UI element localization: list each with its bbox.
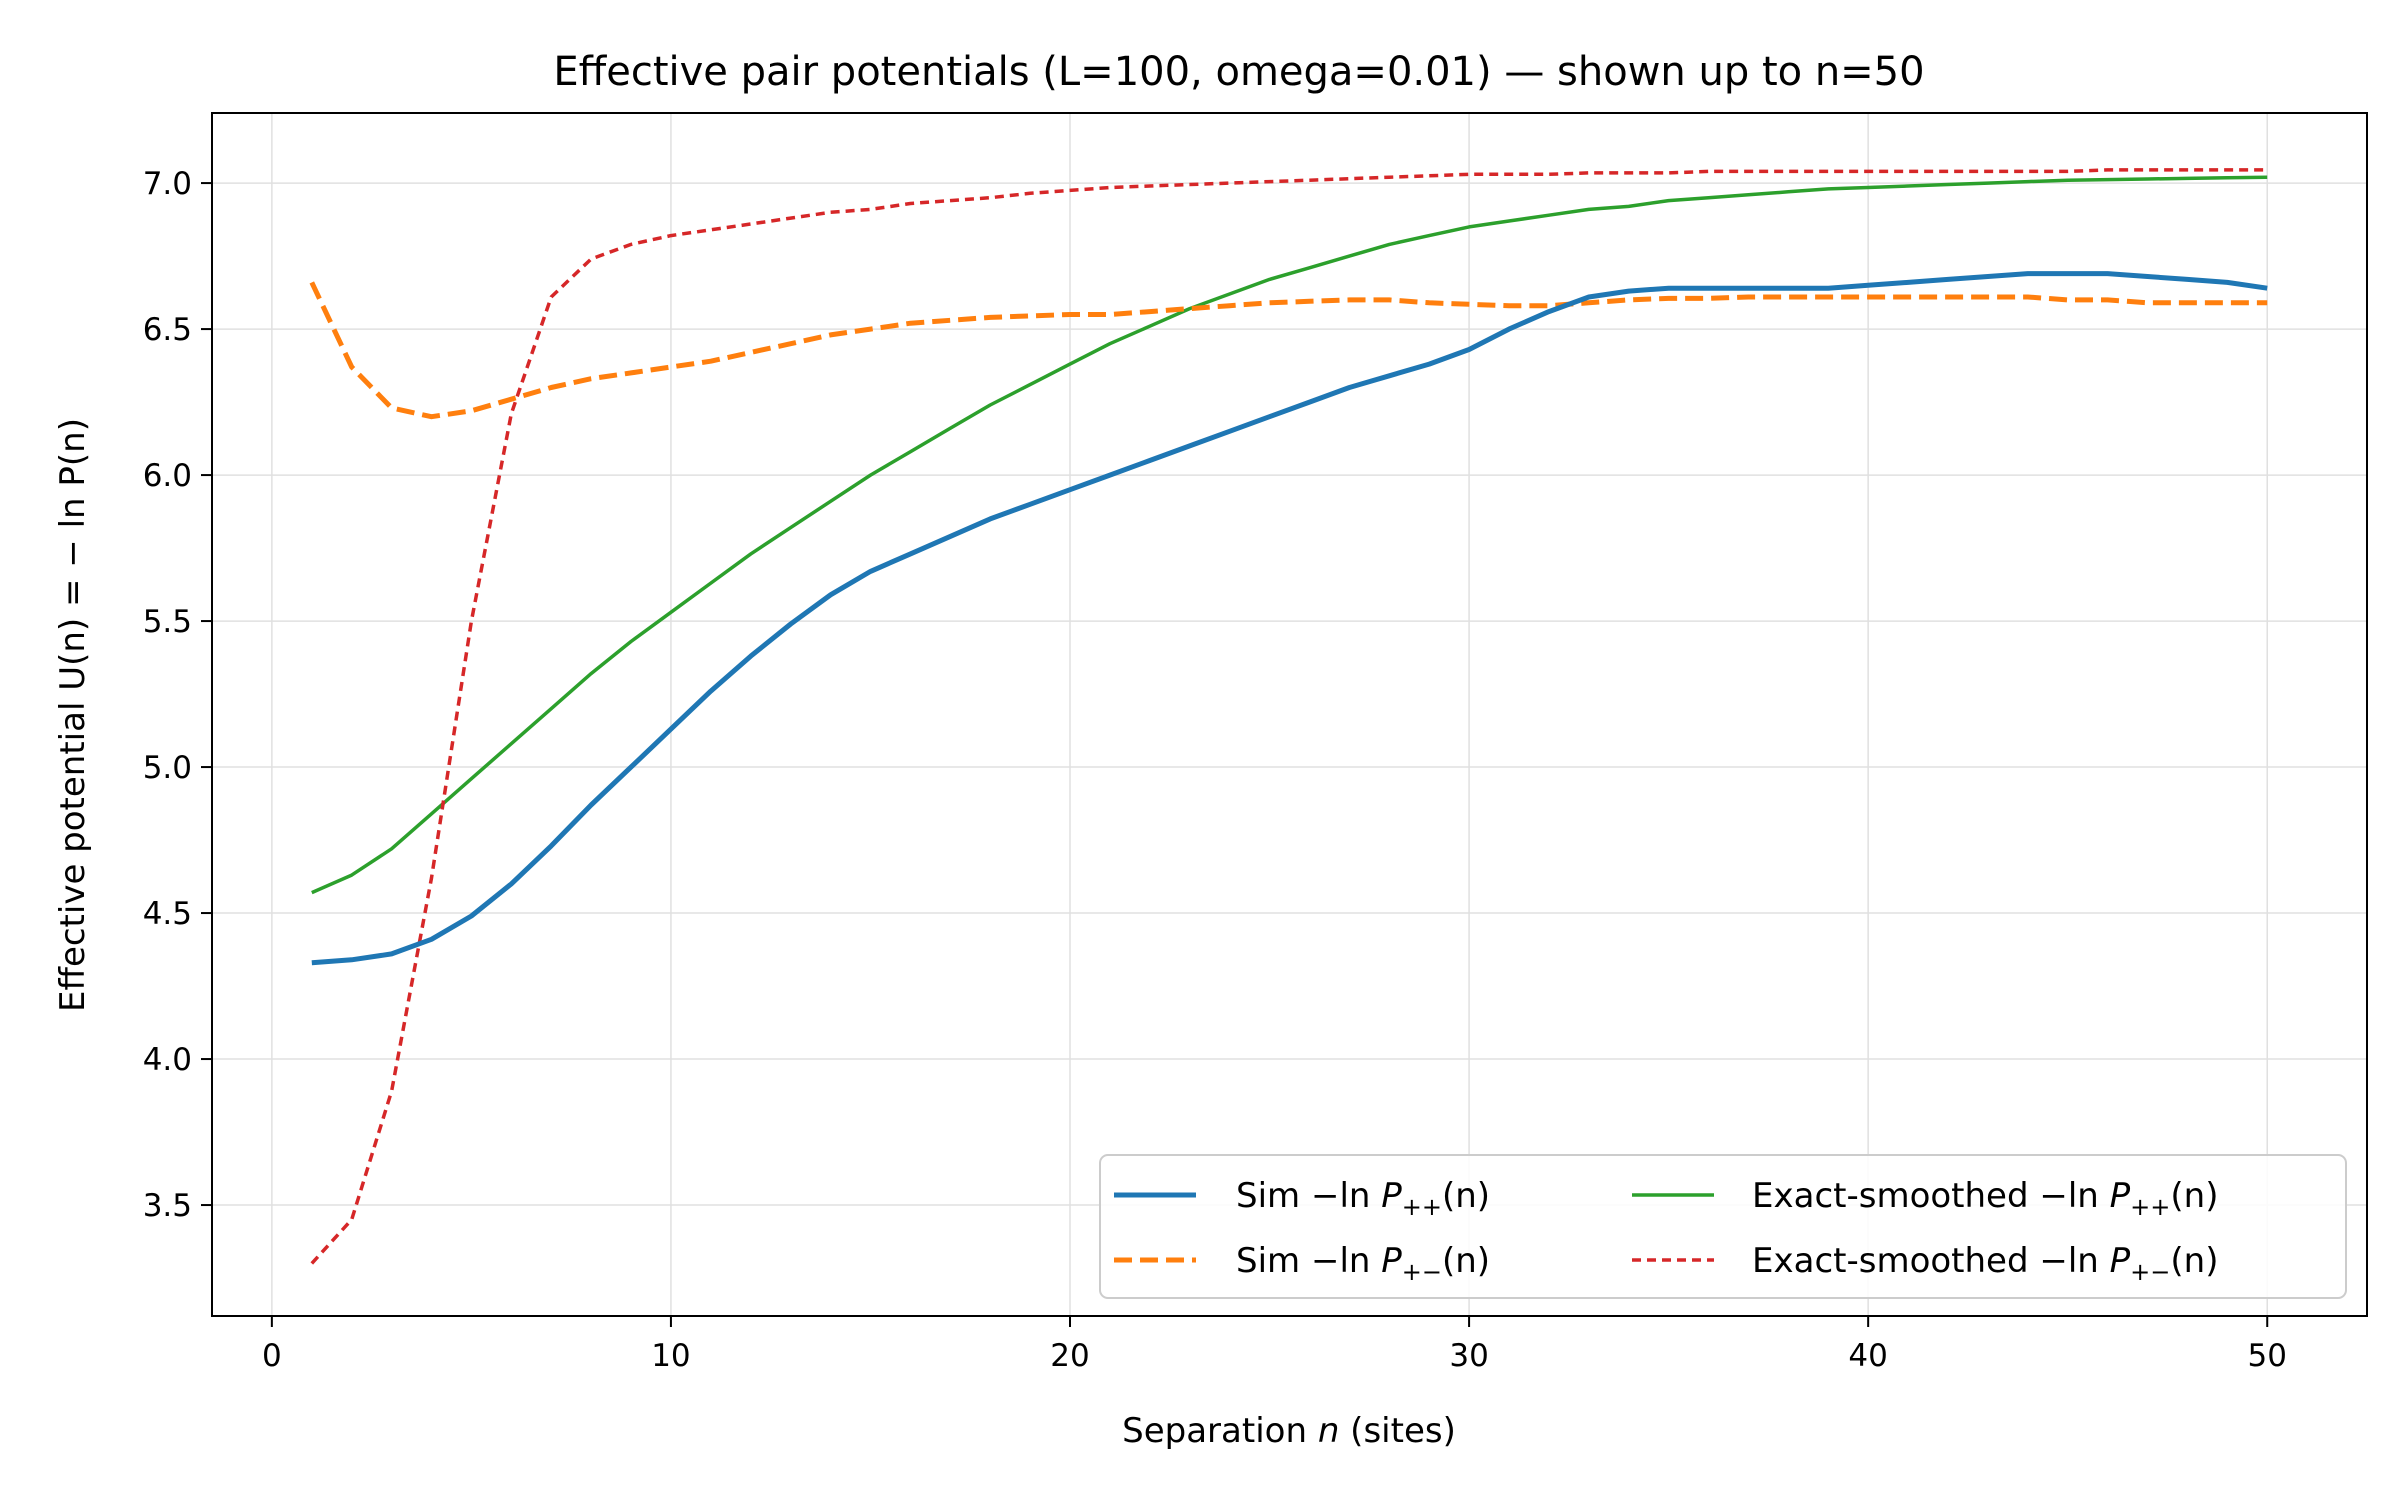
legend-label-var: P [2110, 1241, 2131, 1281]
legend-label-prefix: Exact-smoothed −ln [1752, 1241, 2110, 1281]
legend-label: Sim −ln P+−(n) [1236, 1241, 1490, 1286]
legend-entries: Sim −ln P++(n)Sim −ln P+−(n)Exact-smooth… [1114, 1176, 2218, 1286]
x-tick-label: 40 [1848, 1338, 1887, 1374]
axis-ticks: 0 10 20 30 40 50 3.5 4.0 4.5 5.0 5.5 6.0 6.5 7.0 [143, 166, 2287, 1374]
legend-label-sub: ++ [1402, 1193, 1442, 1221]
legend-label-sub: +− [2130, 1258, 2170, 1286]
x-tick-label: 50 [2248, 1338, 2287, 1374]
y-tick-label: 3.5 [143, 1188, 192, 1224]
x-axis-label-prefix: Separation [1122, 1411, 1318, 1451]
x-tick-label: 10 [651, 1338, 690, 1374]
plot-frame [211, 112, 2368, 1317]
x-axis-label-suffix: (sites) [1339, 1411, 1455, 1451]
legend-frame [1099, 1154, 2347, 1299]
x-tick-label: 30 [1449, 1338, 1488, 1374]
series-line-1 [311, 271, 2268, 966]
y-axis-label: Effective potential U(n) = − ln P(n) [53, 418, 93, 1012]
x-tick-label: 20 [1050, 1338, 1089, 1374]
legend-label-sub: ++ [2130, 1193, 2170, 1221]
legend-label: Sim −ln P++(n) [1236, 1176, 1490, 1221]
y-tick-label: 5.5 [143, 604, 192, 640]
legend-label-sub: +− [1402, 1258, 1442, 1286]
legend-label-var: P [1381, 1241, 1402, 1281]
x-axis-label: Separation n (sites) [1122, 1411, 1456, 1451]
legend-label-suffix: (n) [2170, 1176, 2218, 1216]
chart-title: Effective pair potentials (L=100, omega=… [553, 49, 1924, 95]
legend-label-prefix: Sim −ln [1236, 1241, 1381, 1281]
legend-label-prefix: Exact-smoothed −ln [1752, 1176, 2110, 1216]
y-tick-label: 4.0 [143, 1042, 192, 1078]
series-line-3 [311, 175, 2268, 895]
legend-label-suffix: (n) [2170, 1241, 2218, 1281]
series-line-2 [309, 281, 2268, 420]
legend-label-prefix: Sim −ln [1236, 1176, 1381, 1216]
y-axis-label-expression: U(n) = − ln P(n) [53, 418, 93, 691]
plot-lines [309, 168, 2268, 1265]
y-axis-label-prefix: Effective potential [53, 691, 93, 1012]
legend-label-suffix: (n) [1442, 1241, 1490, 1281]
y-tick-label: 4.5 [143, 896, 192, 932]
y-tick-label: 5.0 [143, 750, 192, 786]
x-axis-label-variable: n [1318, 1411, 1340, 1451]
x-tick-label: 0 [262, 1338, 282, 1374]
legend-label: Exact-smoothed −ln P+−(n) [1752, 1241, 2218, 1286]
legend-label-suffix: (n) [1442, 1176, 1490, 1216]
legend: Sim −ln P++(n)Sim −ln P+−(n)Exact-smooth… [1099, 1154, 2347, 1299]
legend-label: Exact-smoothed −ln P++(n) [1752, 1176, 2218, 1221]
legend-label-var: P [1381, 1176, 1402, 1216]
y-tick-label: 6.5 [143, 312, 192, 348]
y-tick-label: 7.0 [143, 166, 192, 202]
legend-label-var: P [2110, 1176, 2131, 1216]
y-tick-label: 6.0 [143, 458, 192, 494]
series-line-4 [310, 168, 2268, 1265]
